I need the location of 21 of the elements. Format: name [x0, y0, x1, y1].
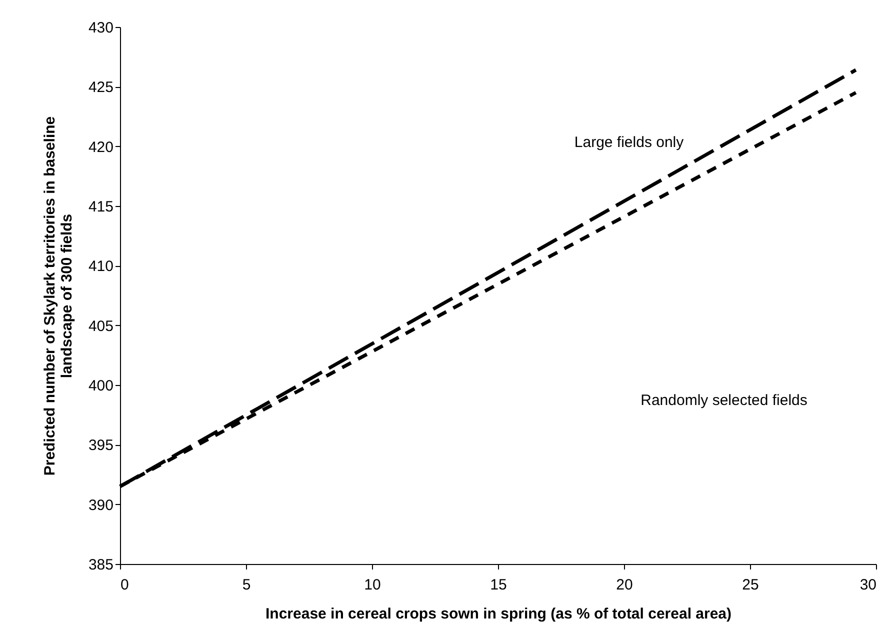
x-tick-label: 15	[490, 576, 507, 594]
y-tick-label: 400	[88, 378, 114, 394]
x-tick-label: 25	[742, 576, 759, 594]
annotation: Large fields only	[574, 134, 684, 151]
y-tick-label: 405	[88, 318, 114, 335]
y-tick-label: 415	[88, 198, 114, 216]
x-tick-label: 30	[860, 576, 876, 594]
x-tick-label: 0	[120, 576, 129, 594]
annotation: Randomly selected fields	[640, 392, 808, 409]
x-tick-label: 20	[616, 576, 633, 594]
y-tick-label: 385	[88, 556, 114, 574]
y-tick-label: 420	[88, 138, 114, 156]
y-tick-label: 430	[88, 20, 114, 36]
y-tick-label: 390	[88, 496, 114, 514]
x-axis-title: Increase in cereal crops sown in spring (as % of total cereal area)	[265, 606, 732, 622]
x-tick-label: 5	[242, 576, 251, 594]
y-tick-label: 395	[88, 437, 114, 454]
y-tick-label: 410	[88, 258, 114, 276]
y-axis-title: Predicted number of Skylark territories in baseline landscape of 300 fields	[41, 116, 76, 476]
y-tick-label: 425	[88, 79, 114, 96]
x-tick-label: 10	[364, 576, 381, 594]
